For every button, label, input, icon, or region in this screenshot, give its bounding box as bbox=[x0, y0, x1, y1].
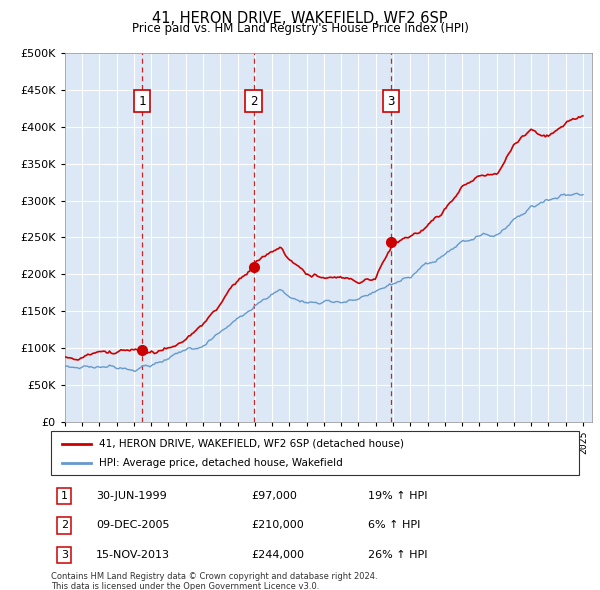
Text: 30-JUN-1999: 30-JUN-1999 bbox=[96, 491, 167, 501]
Text: This data is licensed under the Open Government Licence v3.0.: This data is licensed under the Open Gov… bbox=[51, 582, 319, 590]
Text: Contains HM Land Registry data © Crown copyright and database right 2024.: Contains HM Land Registry data © Crown c… bbox=[51, 572, 377, 581]
Text: 09-DEC-2005: 09-DEC-2005 bbox=[96, 520, 169, 530]
Text: 15-NOV-2013: 15-NOV-2013 bbox=[96, 550, 170, 560]
Text: 41, HERON DRIVE, WAKEFIELD, WF2 6SP (detached house): 41, HERON DRIVE, WAKEFIELD, WF2 6SP (det… bbox=[98, 439, 404, 449]
Text: 2: 2 bbox=[61, 520, 68, 530]
Text: Price paid vs. HM Land Registry's House Price Index (HPI): Price paid vs. HM Land Registry's House … bbox=[131, 22, 469, 35]
Text: 26% ↑ HPI: 26% ↑ HPI bbox=[368, 550, 427, 560]
Text: 1: 1 bbox=[139, 94, 146, 107]
Text: £210,000: £210,000 bbox=[251, 520, 304, 530]
Text: £97,000: £97,000 bbox=[251, 491, 298, 501]
Text: 1: 1 bbox=[61, 491, 68, 501]
Text: 2: 2 bbox=[250, 94, 257, 107]
Text: 6% ↑ HPI: 6% ↑ HPI bbox=[368, 520, 420, 530]
Text: 19% ↑ HPI: 19% ↑ HPI bbox=[368, 491, 427, 501]
Text: HPI: Average price, detached house, Wakefield: HPI: Average price, detached house, Wake… bbox=[98, 458, 342, 468]
FancyBboxPatch shape bbox=[51, 431, 579, 475]
Text: £244,000: £244,000 bbox=[251, 550, 305, 560]
Text: 3: 3 bbox=[61, 550, 68, 560]
Text: 41, HERON DRIVE, WAKEFIELD, WF2 6SP: 41, HERON DRIVE, WAKEFIELD, WF2 6SP bbox=[152, 11, 448, 25]
Text: 3: 3 bbox=[387, 94, 394, 107]
